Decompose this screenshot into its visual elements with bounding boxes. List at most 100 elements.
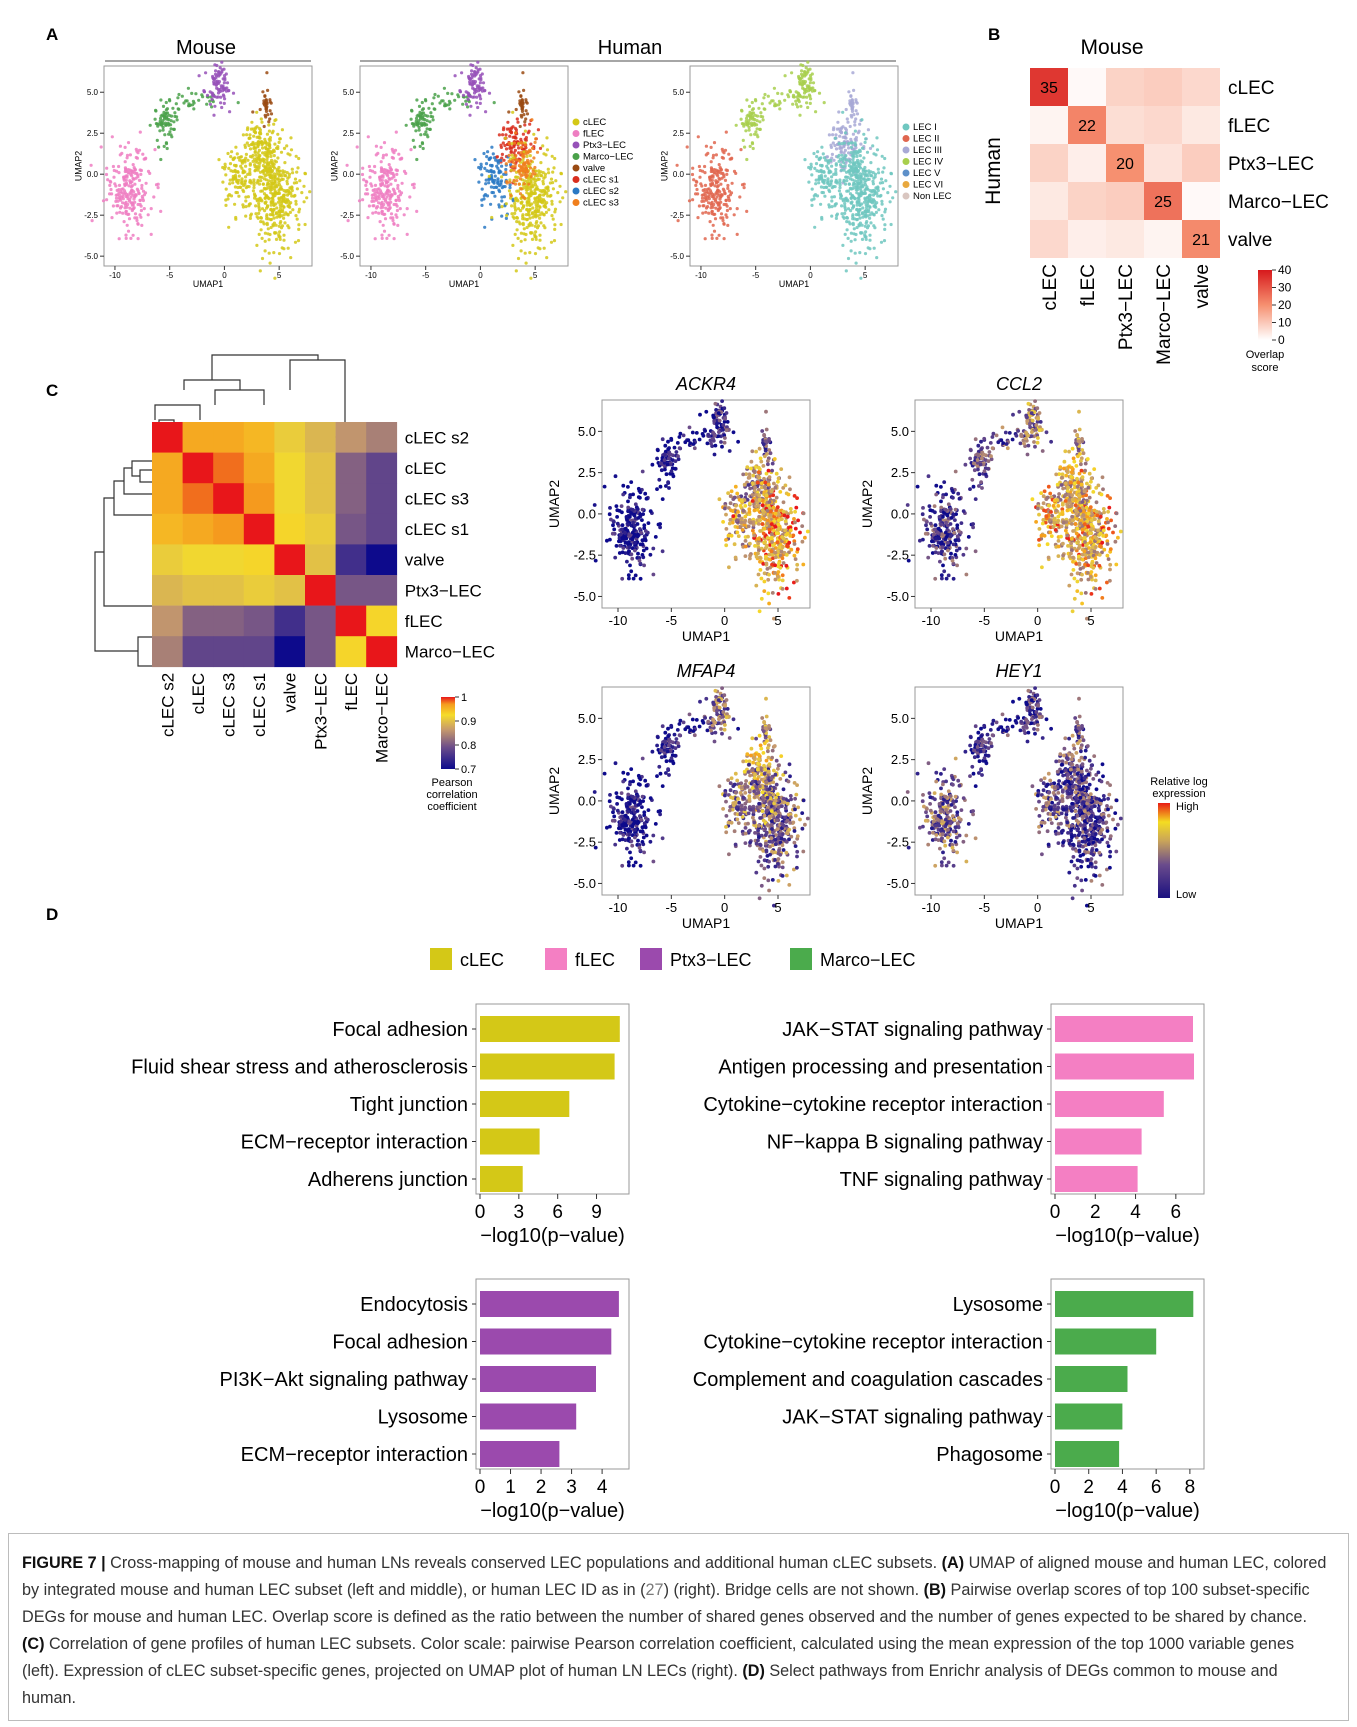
- umap-cell: [391, 149, 395, 153]
- umap-cell: [551, 170, 555, 174]
- umap-cell: [514, 154, 518, 158]
- umap-cell: [810, 203, 814, 207]
- umap-cell: [851, 132, 856, 136]
- umap-cell: [158, 116, 163, 121]
- umap-cell: [731, 514, 736, 518]
- umap-cell: [524, 166, 529, 170]
- correlation-cell: [182, 513, 214, 545]
- umap-cell: [457, 95, 461, 99]
- umap-cell: [881, 187, 886, 191]
- umap-cell: [497, 133, 501, 137]
- umap-cell: [297, 223, 301, 227]
- correlation-cell: [152, 513, 183, 545]
- umap-cell: [982, 452, 986, 457]
- umap-cell: [838, 134, 842, 138]
- umap-cell: [638, 512, 643, 517]
- umap-cell: [808, 81, 813, 85]
- umap-cell: [775, 540, 780, 545]
- umap-cell: [777, 545, 782, 549]
- umap-cell: [285, 179, 289, 183]
- umap-cell: [933, 523, 938, 528]
- umap-cell: [118, 210, 122, 214]
- umap-cell: [265, 217, 269, 221]
- umap-cell: [389, 194, 393, 198]
- umap-cell: [861, 169, 865, 173]
- umap-cell: [699, 182, 703, 186]
- umap-cell: [820, 215, 824, 220]
- umap-cell: [382, 202, 386, 207]
- umap-cell: [392, 222, 396, 226]
- umap-cell: [618, 532, 623, 537]
- y-tick-label: -2.5: [574, 548, 596, 563]
- umap-cell: [798, 530, 802, 535]
- correlation-cell: [152, 452, 183, 484]
- umap-cell: [788, 90, 793, 94]
- umap-cell: [217, 158, 221, 162]
- umap-cell: [525, 203, 529, 207]
- umap-cell: [553, 227, 557, 231]
- umap-cell: [428, 127, 432, 131]
- umap-cell: [726, 186, 730, 190]
- umap-cell: [942, 552, 947, 557]
- umap-cell: [535, 205, 539, 209]
- umap-cell: [392, 202, 396, 207]
- umap-cell: [941, 563, 945, 568]
- umap-cell: [866, 128, 871, 132]
- umap-cell: [951, 576, 956, 581]
- umap-cell: [136, 173, 140, 177]
- umap-cell: [265, 100, 269, 104]
- umap-cell: [379, 202, 383, 206]
- umap-cell: [504, 167, 508, 172]
- umap-cell: [863, 210, 868, 214]
- overlap-col-label: fLEC: [1078, 264, 1099, 306]
- umap-cell: [222, 101, 226, 105]
- umap-cell: [558, 184, 562, 188]
- umap-cell: [290, 167, 294, 171]
- umap-cell: [213, 72, 218, 76]
- umap-cell: [489, 156, 493, 160]
- umap-cell: [750, 123, 754, 127]
- umap-cell: [723, 191, 727, 195]
- umap-cell: [390, 176, 394, 180]
- umap-cell: [837, 142, 841, 146]
- umap-cell: [884, 179, 888, 183]
- correlation-cell: [366, 483, 398, 515]
- umap-cell: [89, 163, 93, 167]
- umap-cell: [264, 200, 268, 204]
- umap-cell: [669, 469, 674, 474]
- umap-cell: [271, 223, 275, 227]
- umap-cell: [278, 230, 282, 234]
- umap-cell: [518, 172, 522, 176]
- umap-cell: [276, 132, 280, 136]
- umap-cell: [623, 530, 627, 535]
- umap-cell: [857, 192, 861, 196]
- umap-cell: [531, 169, 535, 173]
- umap-cell: [626, 505, 631, 510]
- umap-cell: [530, 223, 534, 227]
- umap-cell: [760, 429, 765, 433]
- umap-cell: [672, 445, 677, 450]
- umap-cell: [766, 462, 770, 467]
- umap-cell: [293, 177, 298, 181]
- umap-cell: [791, 93, 796, 97]
- umap-cell: [875, 201, 879, 205]
- umap-cell: [854, 213, 859, 217]
- umap-cell: [722, 222, 726, 226]
- umap-cell: [538, 247, 542, 251]
- correlation-cell: [305, 605, 336, 637]
- umap-cell: [133, 167, 137, 171]
- umap-cell: [116, 193, 120, 197]
- umap-cell: [224, 72, 228, 76]
- overlap-title: Mouse: [1080, 36, 1143, 59]
- umap-cell: [389, 167, 393, 171]
- umap-cell: [472, 95, 476, 99]
- legend-swatch: [902, 181, 910, 188]
- umap-cell: [237, 174, 241, 178]
- umap-cell: [279, 150, 284, 154]
- umap-cell: [859, 159, 863, 163]
- umap-cell: [287, 172, 292, 176]
- umap-cell: [138, 130, 142, 134]
- umap-cell: [951, 495, 955, 500]
- correlation-cell: [305, 513, 336, 545]
- umap-cell: [640, 553, 645, 557]
